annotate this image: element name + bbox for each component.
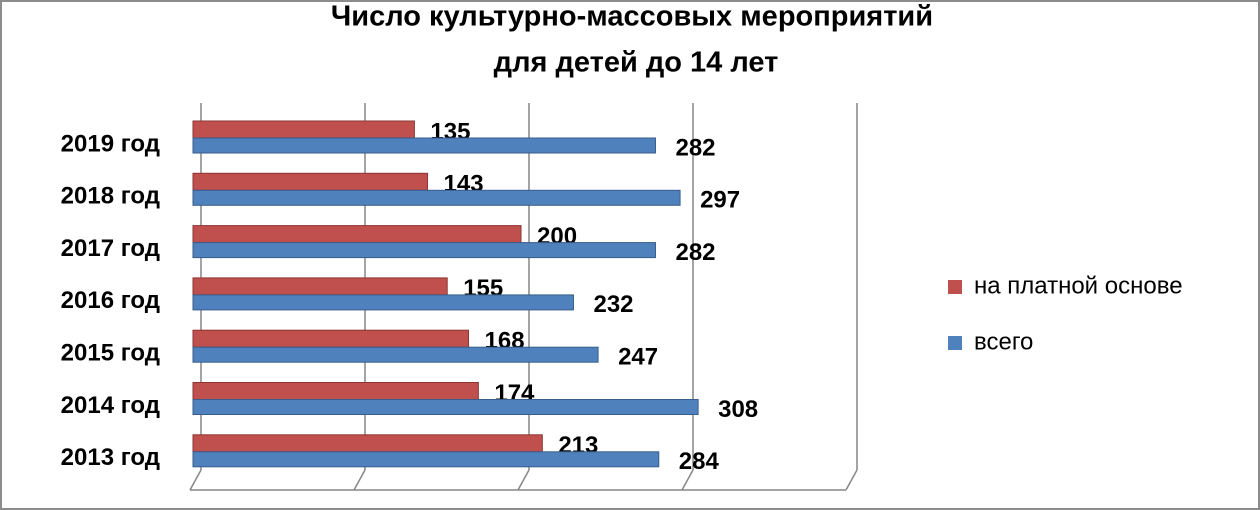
y-tick-label: 2019 год <box>61 130 160 157</box>
legend-label: всего <box>974 328 1033 355</box>
data-label: 284 <box>679 448 720 475</box>
bar <box>192 382 479 400</box>
legend-label: на платной основе <box>974 272 1183 299</box>
bar <box>192 172 429 191</box>
grid-line <box>681 469 694 491</box>
y-tick-label: 2015 год <box>61 340 160 367</box>
bar <box>192 242 656 259</box>
y-tick-label: 2014 год <box>61 392 160 419</box>
legend-swatch <box>948 280 962 294</box>
grid-line <box>845 469 858 491</box>
data-label: 247 <box>618 344 658 371</box>
grid-line <box>517 469 530 491</box>
bar <box>192 189 681 206</box>
y-tick-label: 2016 год <box>61 287 160 314</box>
data-label: 297 <box>700 187 740 214</box>
bar <box>192 346 599 363</box>
bar <box>192 120 415 139</box>
data-label: 308 <box>718 396 758 423</box>
bar <box>192 225 522 244</box>
bar <box>192 329 470 348</box>
grid-line <box>353 469 366 491</box>
data-label: 282 <box>675 134 715 161</box>
y-tick-label: 2013 год <box>61 444 160 471</box>
bar <box>192 451 660 468</box>
bar <box>192 294 574 311</box>
bar <box>192 137 656 154</box>
y-tick-label: 2018 год <box>61 183 160 210</box>
data-label: 282 <box>675 239 715 266</box>
chart-title: Число культурно-массовых мероприятий <box>331 1 933 33</box>
grid-line <box>189 469 202 491</box>
y-tick-label: 2017 год <box>61 235 160 262</box>
legend-swatch <box>948 336 962 350</box>
bar <box>192 277 448 296</box>
bar <box>192 399 699 415</box>
bar <box>192 434 543 453</box>
data-label: 232 <box>593 291 633 318</box>
chart-title: для детей до 14 лет <box>494 47 779 79</box>
